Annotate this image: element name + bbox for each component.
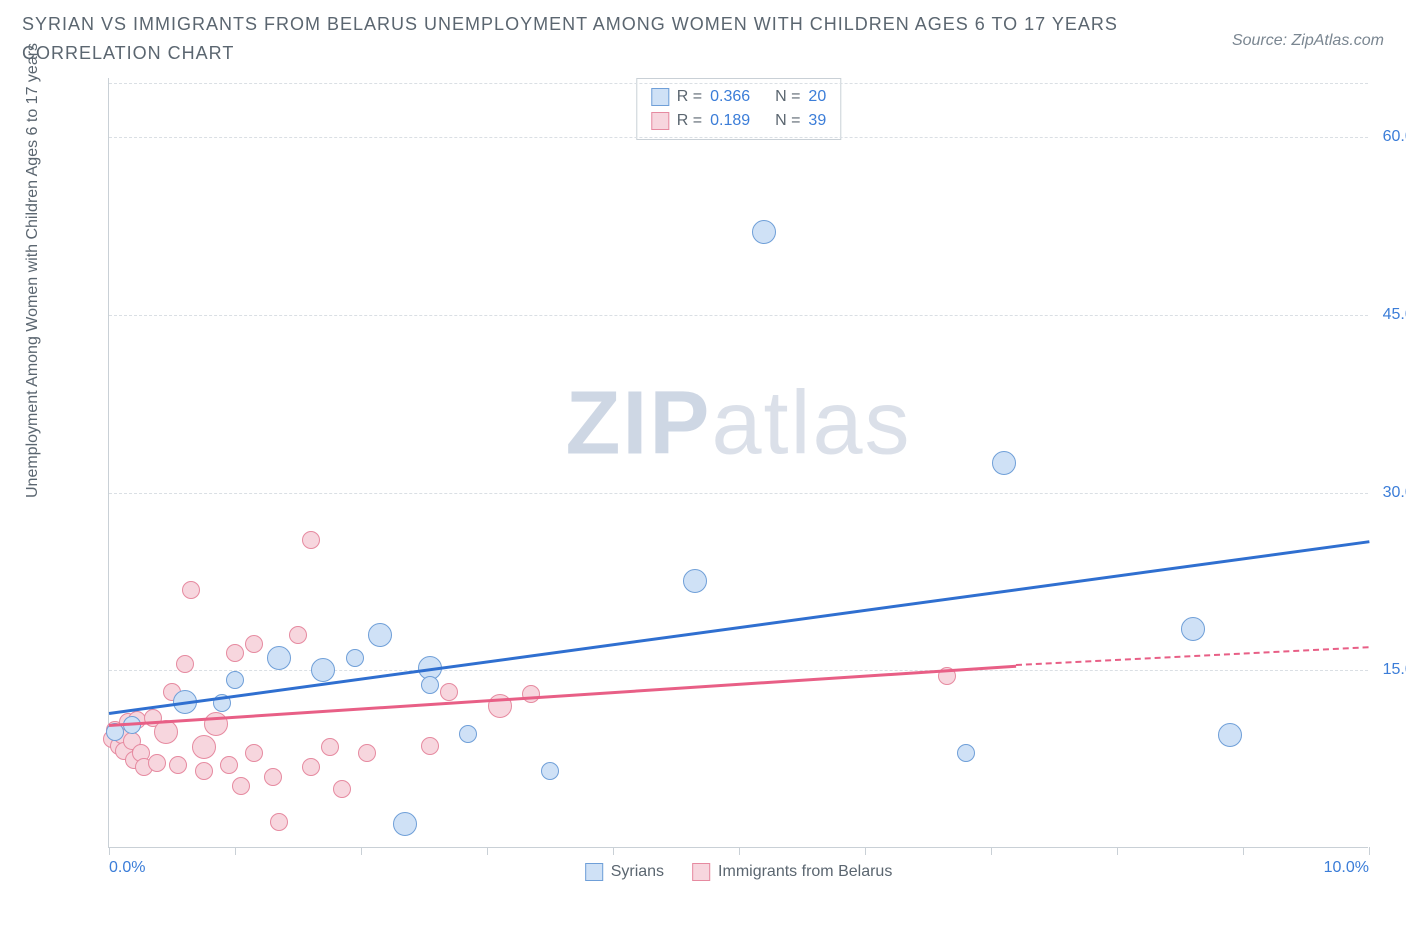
legend-r-belarus: 0.189 bbox=[710, 109, 750, 133]
scatter-point bbox=[176, 655, 194, 673]
scatter-point bbox=[232, 777, 250, 795]
scatter-point bbox=[226, 644, 244, 662]
scatter-point bbox=[245, 635, 263, 653]
scatter-point bbox=[204, 712, 228, 736]
legend-r-label: R = bbox=[677, 109, 702, 133]
x-tick bbox=[235, 847, 236, 855]
scatter-point bbox=[302, 758, 320, 776]
trend-line bbox=[1016, 647, 1369, 667]
legend-n-label: N = bbox=[775, 109, 800, 133]
watermark: ZIPatlas bbox=[565, 373, 911, 476]
scatter-point bbox=[1181, 617, 1205, 641]
x-tick bbox=[487, 847, 488, 855]
scatter-point bbox=[226, 671, 244, 689]
legend-row-belarus: R = 0.189 N = 39 bbox=[651, 109, 826, 133]
swatch-syrians-icon bbox=[585, 863, 603, 881]
scatter-point bbox=[169, 756, 187, 774]
gridline bbox=[109, 493, 1368, 494]
y-tick-label: 45.0% bbox=[1383, 306, 1406, 324]
scatter-point bbox=[302, 531, 320, 549]
scatter-point bbox=[421, 737, 439, 755]
scatter-point bbox=[311, 658, 335, 682]
x-tick-label: 10.0% bbox=[1324, 859, 1369, 877]
scatter-point bbox=[541, 762, 559, 780]
x-tick bbox=[865, 847, 866, 855]
x-tick bbox=[109, 847, 110, 855]
chart-title: SYRIAN VS IMMIGRANTS FROM BELARUS UNEMPL… bbox=[22, 10, 1142, 68]
x-tick bbox=[739, 847, 740, 855]
legend-r-label: R = bbox=[677, 85, 702, 109]
x-tick bbox=[1117, 847, 1118, 855]
scatter-point bbox=[289, 626, 307, 644]
chart-container: Unemployment Among Women with Children A… bbox=[38, 78, 1384, 898]
y-tick-label: 15.0% bbox=[1383, 661, 1406, 679]
legend-label-belarus: Immigrants from Belarus bbox=[718, 863, 892, 881]
watermark-light: atlas bbox=[711, 374, 911, 474]
y-axis-label: Unemployment Among Women with Children A… bbox=[24, 43, 42, 498]
gridline bbox=[109, 315, 1368, 316]
scatter-point bbox=[182, 581, 200, 599]
legend-stats: R = 0.366 N = 20 R = 0.189 N = 39 bbox=[636, 78, 841, 140]
swatch-syrians-icon bbox=[651, 88, 669, 106]
scatter-point bbox=[192, 735, 216, 759]
watermark-bold: ZIP bbox=[565, 374, 711, 474]
gridline bbox=[109, 137, 1368, 138]
scatter-point bbox=[267, 646, 291, 670]
scatter-point bbox=[264, 768, 282, 786]
y-tick-label: 30.0% bbox=[1383, 484, 1406, 502]
scatter-point bbox=[752, 220, 776, 244]
legend-label-syrians: Syrians bbox=[611, 863, 664, 881]
scatter-point bbox=[421, 676, 439, 694]
scatter-point bbox=[1218, 723, 1242, 747]
x-tick bbox=[361, 847, 362, 855]
scatter-point bbox=[957, 744, 975, 762]
legend-row-syrians: R = 0.366 N = 20 bbox=[651, 85, 826, 109]
x-tick-label: 0.0% bbox=[109, 859, 145, 877]
x-tick bbox=[1243, 847, 1244, 855]
scatter-point bbox=[195, 762, 213, 780]
scatter-point bbox=[154, 720, 178, 744]
legend-series: Syrians Immigrants from Belarus bbox=[585, 863, 893, 881]
legend-item-syrians: Syrians bbox=[585, 863, 664, 881]
plot-area: ZIPatlas R = 0.366 N = 20 R = 0.189 N = … bbox=[108, 78, 1368, 848]
scatter-point bbox=[333, 780, 351, 798]
source-label: Source: ZipAtlas.com bbox=[1232, 32, 1384, 50]
scatter-point bbox=[683, 569, 707, 593]
scatter-point bbox=[368, 623, 392, 647]
swatch-belarus-icon bbox=[651, 112, 669, 130]
scatter-point bbox=[245, 744, 263, 762]
legend-n-belarus: 39 bbox=[808, 109, 826, 133]
scatter-point bbox=[440, 683, 458, 701]
gridline bbox=[109, 670, 1368, 671]
scatter-point bbox=[346, 649, 364, 667]
scatter-point bbox=[321, 738, 339, 756]
scatter-point bbox=[270, 813, 288, 831]
scatter-point bbox=[358, 744, 376, 762]
gridline bbox=[109, 83, 1368, 84]
scatter-point bbox=[459, 725, 477, 743]
scatter-point bbox=[393, 812, 417, 836]
x-tick bbox=[613, 847, 614, 855]
swatch-belarus-icon bbox=[692, 863, 710, 881]
legend-r-syrians: 0.366 bbox=[710, 85, 750, 109]
scatter-point bbox=[220, 756, 238, 774]
scatter-point bbox=[148, 754, 166, 772]
x-tick bbox=[1369, 847, 1370, 855]
y-tick-label: 60.0% bbox=[1383, 128, 1406, 146]
x-tick bbox=[991, 847, 992, 855]
scatter-point bbox=[992, 451, 1016, 475]
legend-n-label: N = bbox=[775, 85, 800, 109]
scatter-point bbox=[522, 685, 540, 703]
legend-item-belarus: Immigrants from Belarus bbox=[692, 863, 892, 881]
legend-n-syrians: 20 bbox=[808, 85, 826, 109]
